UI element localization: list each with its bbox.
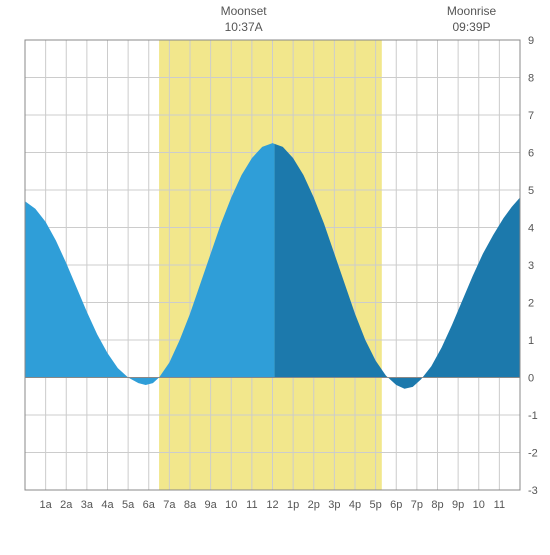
x-tick-label: 3a (81, 499, 94, 511)
x-tick-label: 12 (266, 499, 278, 511)
chart-svg: 1a2a3a4a5a6a7a8a9a1011121p2p3p4p5p6p7p8p… (0, 0, 550, 550)
y-tick-label: 0 (528, 373, 534, 385)
y-tick-label: 5 (528, 185, 534, 197)
y-tick-label: 4 (528, 223, 534, 235)
x-tick-label: 8a (184, 499, 197, 511)
x-tick-label: 2a (60, 499, 73, 511)
y-tick-label: 2 (528, 298, 534, 310)
x-tick-label: 9p (452, 499, 464, 511)
y-tick-label: 6 (528, 148, 534, 160)
x-tick-label: 5p (370, 499, 382, 511)
y-tick-label: 3 (528, 260, 534, 272)
y-tick-label: 1 (528, 335, 534, 347)
moonset-label: Moonset 10:37A (214, 4, 274, 35)
y-tick-label: 9 (528, 35, 534, 47)
x-tick-label: 7p (411, 499, 423, 511)
y-tick-label: 8 (528, 73, 534, 85)
y-tick-label: -3 (528, 485, 538, 497)
y-tick-label: -2 (528, 448, 538, 460)
y-tick-label: -1 (528, 410, 538, 422)
y-tick-label: 7 (528, 110, 534, 122)
moonrise-title: Moonrise (442, 4, 502, 20)
x-tick-label: 8p (431, 499, 443, 511)
x-tick-label: 5a (122, 499, 135, 511)
x-tick-label: 11 (246, 499, 257, 511)
x-tick-label: 1p (287, 499, 299, 511)
x-tick-label: 6a (143, 499, 156, 511)
x-tick-label: 1a (40, 499, 53, 511)
x-tick-label: 3p (328, 499, 340, 511)
moonset-time: 10:37A (214, 20, 274, 36)
moonset-title: Moonset (214, 4, 274, 20)
moonrise-time: 09:39P (442, 20, 502, 36)
moonrise-label: Moonrise 09:39P (442, 4, 502, 35)
x-tick-label: 7a (163, 499, 176, 511)
x-tick-label: 2p (308, 499, 320, 511)
x-tick-label: 4p (349, 499, 361, 511)
x-tick-label: 9a (205, 499, 218, 511)
tide-chart: Moonset 10:37A Moonrise 09:39P 1a 2a 3a 4a 5… (0, 0, 550, 550)
x-tick-label: 6p (390, 499, 402, 511)
x-tick-label: 11 (494, 499, 505, 511)
x-tick-label: 4a (101, 499, 114, 511)
x-tick-label: 10 (473, 499, 485, 511)
x-tick-label: 10 (225, 499, 237, 511)
